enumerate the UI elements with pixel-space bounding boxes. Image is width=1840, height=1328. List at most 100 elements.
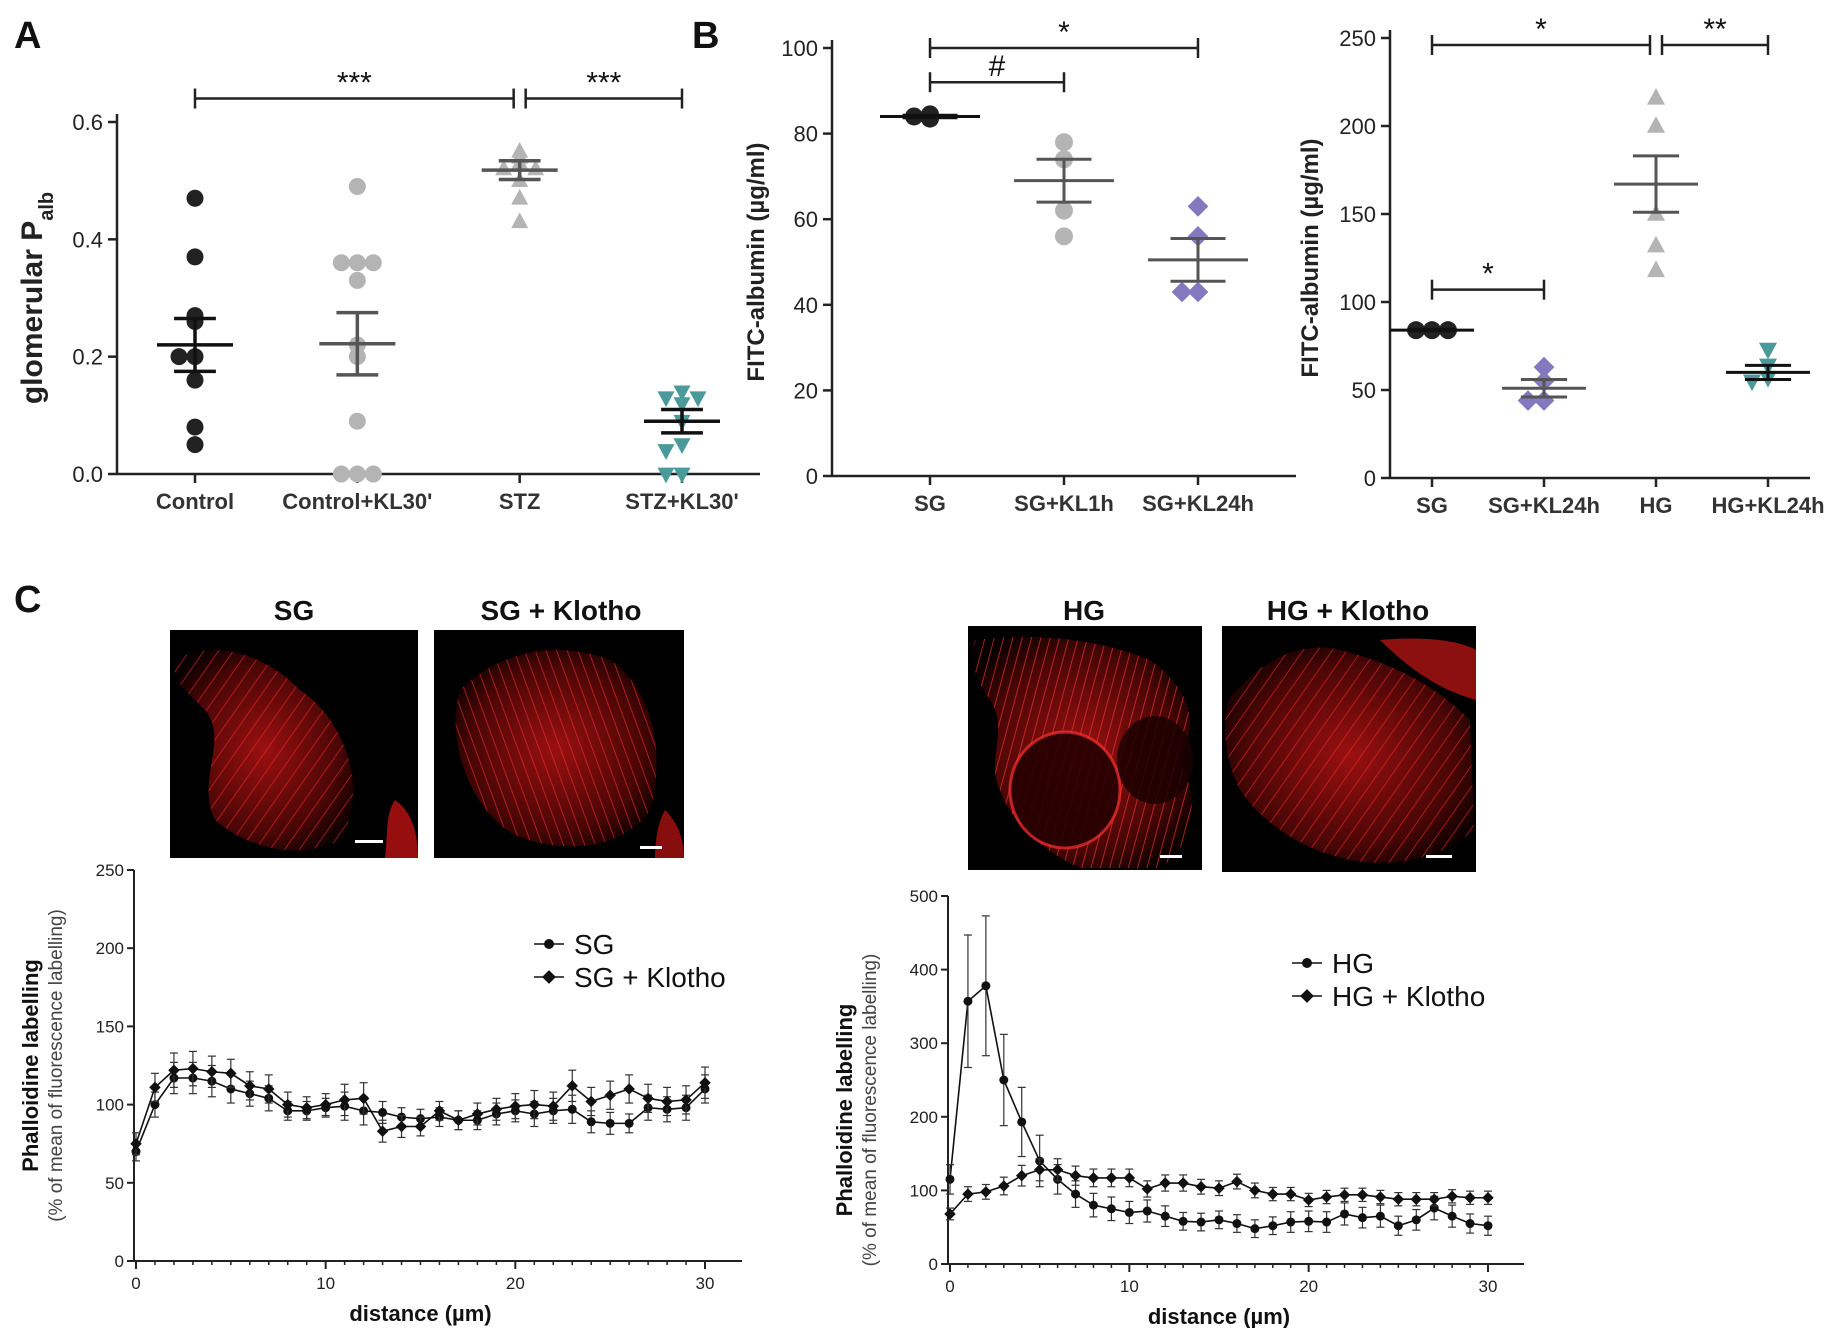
data-point	[1160, 1211, 1170, 1221]
data-point	[962, 1188, 974, 1200]
data-point	[1374, 1191, 1387, 1203]
significance-label: ***	[586, 67, 621, 100]
data-point	[225, 1067, 237, 1080]
data-point	[348, 254, 366, 272]
data-point	[263, 1083, 275, 1095]
data-point	[980, 1186, 992, 1198]
significance-label: *	[1482, 258, 1494, 291]
data-point	[395, 1120, 408, 1133]
data-point	[1357, 1213, 1367, 1223]
data-point	[186, 418, 204, 436]
data-point	[689, 391, 707, 408]
y-tick-label: 200	[96, 939, 124, 958]
image-title-sg-klotho: SG + Klotho	[481, 595, 642, 626]
legend-label: HG	[1332, 948, 1374, 979]
category-label: SG+KL24h	[1142, 491, 1254, 516]
legend-marker	[544, 939, 554, 949]
y-tick-label: 80	[794, 122, 818, 147]
data-point	[1187, 196, 1209, 217]
data-point	[244, 1080, 256, 1092]
data-point	[319, 1098, 332, 1111]
category-label: SG	[914, 491, 946, 516]
data-point	[511, 212, 529, 229]
chart-c-left-line: 0 50 100 150 200 250 0 10 20 30 distance (µm) Phall…	[18, 861, 742, 1326]
data-point	[528, 1098, 541, 1111]
data-point	[1071, 1189, 1081, 1199]
y-axis-label: FITC-albumin (µg/ml)	[1297, 138, 1324, 377]
legend-marker	[1302, 958, 1312, 968]
data-point	[1338, 1189, 1351, 1201]
data-point	[1375, 1211, 1385, 1221]
data-point	[945, 1174, 955, 1184]
data-point	[338, 1094, 351, 1106]
data-point	[364, 254, 382, 272]
data-point	[376, 1125, 389, 1137]
data-point	[1304, 1216, 1314, 1226]
data-point	[1214, 1215, 1224, 1225]
data-point	[699, 1076, 711, 1089]
y-tick-label: 500	[910, 887, 938, 906]
data-point	[1015, 1169, 1028, 1182]
y-tick-label: 0.2	[72, 345, 103, 370]
data-point	[1178, 1216, 1188, 1226]
data-point	[1340, 1209, 1350, 1219]
data-point	[186, 189, 204, 207]
data-point	[348, 178, 366, 196]
data-point	[567, 1104, 577, 1114]
y-axis-label-2: (% of mean of fluorescence labelling)	[46, 909, 67, 1222]
data-point	[348, 412, 366, 430]
y-tick-label: 400	[910, 961, 938, 980]
data-point	[1017, 1117, 1027, 1127]
data-point	[490, 1103, 503, 1116]
data-point	[226, 1084, 236, 1094]
data-point	[1195, 1180, 1207, 1193]
legend-label: HG + Klotho	[1332, 981, 1485, 1012]
data-point	[1356, 1189, 1369, 1201]
data-point	[605, 1118, 615, 1128]
data-point	[657, 444, 675, 460]
y-tick-label: 0	[1364, 466, 1376, 491]
data-point	[1106, 1204, 1116, 1214]
y-tick-label: 200	[1339, 114, 1376, 139]
y-tick-label: 50	[105, 1174, 124, 1193]
x-tick-label: 20	[506, 1274, 525, 1293]
significance-label: *	[1535, 13, 1547, 46]
y-tick-label: 100	[781, 36, 818, 61]
y-tick-label: 0.6	[72, 110, 103, 135]
data-point	[1187, 281, 1209, 303]
x-tick-label: 10	[1120, 1277, 1139, 1296]
category-label: STZ+KL30'	[625, 489, 738, 514]
y-tick-label: 0.4	[72, 227, 103, 252]
data-point	[1482, 1192, 1494, 1204]
data-point	[642, 1092, 654, 1105]
data-point	[452, 1114, 465, 1126]
data-point	[300, 1101, 313, 1114]
y-tick-label: 300	[910, 1034, 938, 1053]
data-point	[1284, 1188, 1297, 1200]
data-point	[673, 438, 691, 455]
category-label: SG+KL24h	[1488, 493, 1600, 518]
data-point	[1055, 133, 1073, 152]
x-tick-label: 10	[316, 1274, 335, 1293]
data-point	[1759, 342, 1777, 360]
image-title-hg-klotho: HG + Klotho	[1267, 595, 1430, 626]
y-tick-label: 100	[96, 1096, 124, 1115]
data-point	[1392, 1193, 1405, 1205]
data-point	[1055, 201, 1073, 220]
y-tick-label: 0	[929, 1255, 938, 1274]
micrograph-hg	[968, 626, 1202, 870]
data-point	[963, 996, 973, 1006]
data-point	[1447, 1211, 1457, 1221]
data-point	[1177, 1177, 1189, 1189]
significance-label: **	[1703, 13, 1727, 46]
chart-b-right-scatter: 0 50 100 150 200 250 SG SG+KL24h HG HG+KL24h FITC-…	[1297, 13, 1825, 518]
y-tick-label: 40	[794, 293, 818, 318]
data-point	[623, 1083, 635, 1095]
data-point	[1105, 1172, 1118, 1184]
data-point	[998, 1180, 1010, 1192]
data-point	[1647, 87, 1665, 105]
data-point	[680, 1094, 692, 1106]
data-point	[1320, 1191, 1333, 1203]
panel-letter-a: A	[14, 15, 41, 57]
